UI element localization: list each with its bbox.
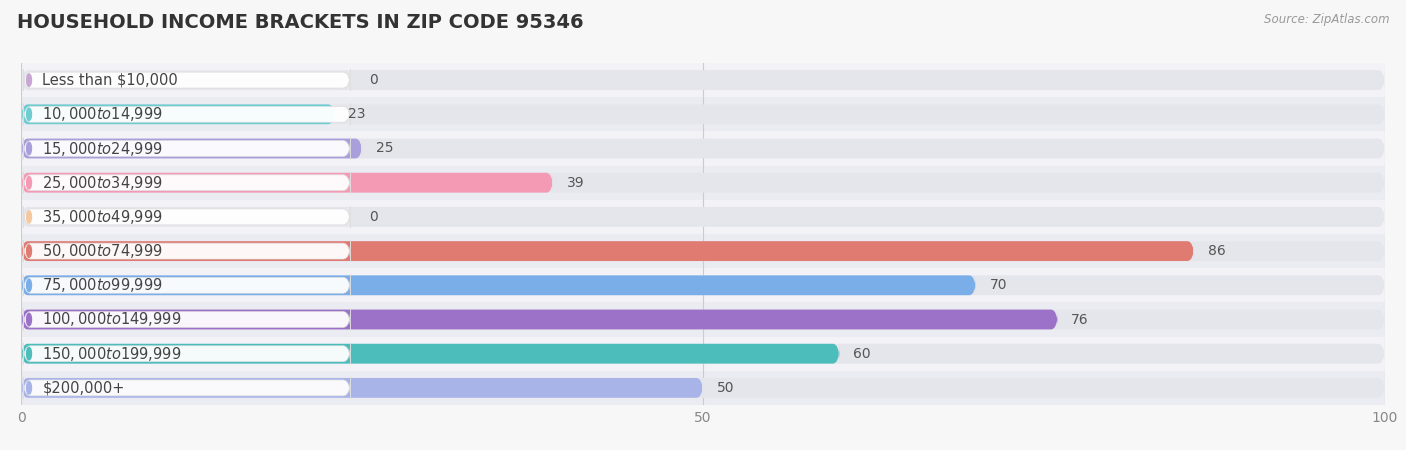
Text: 86: 86	[1208, 244, 1226, 258]
FancyBboxPatch shape	[22, 240, 350, 262]
FancyBboxPatch shape	[22, 69, 350, 91]
FancyBboxPatch shape	[22, 104, 350, 125]
Text: Source: ZipAtlas.com: Source: ZipAtlas.com	[1264, 14, 1389, 27]
FancyBboxPatch shape	[21, 70, 1385, 90]
Circle shape	[27, 74, 31, 86]
Text: Less than $10,000: Less than $10,000	[42, 72, 179, 88]
FancyBboxPatch shape	[21, 310, 1385, 329]
FancyBboxPatch shape	[21, 344, 1385, 364]
Text: 60: 60	[853, 346, 870, 361]
Text: $75,000 to $99,999: $75,000 to $99,999	[42, 276, 163, 294]
Text: 76: 76	[1071, 312, 1088, 327]
Text: $50,000 to $74,999: $50,000 to $74,999	[42, 242, 163, 260]
Bar	[21, 234, 1385, 268]
Bar	[21, 166, 1385, 200]
Text: 39: 39	[567, 176, 585, 190]
Text: $100,000 to $149,999: $100,000 to $149,999	[42, 310, 181, 328]
Text: 0: 0	[368, 210, 378, 224]
FancyBboxPatch shape	[21, 275, 976, 295]
Bar	[21, 337, 1385, 371]
Text: HOUSEHOLD INCOME BRACKETS IN ZIP CODE 95346: HOUSEHOLD INCOME BRACKETS IN ZIP CODE 95…	[17, 14, 583, 32]
Circle shape	[27, 142, 31, 155]
FancyBboxPatch shape	[21, 139, 363, 158]
Bar	[21, 63, 1385, 97]
Circle shape	[27, 279, 31, 292]
Text: $150,000 to $199,999: $150,000 to $199,999	[42, 345, 181, 363]
Text: 50: 50	[717, 381, 734, 395]
FancyBboxPatch shape	[21, 241, 1385, 261]
Bar	[21, 131, 1385, 166]
Text: $15,000 to $24,999: $15,000 to $24,999	[42, 140, 163, 158]
FancyBboxPatch shape	[21, 310, 1057, 329]
FancyBboxPatch shape	[22, 343, 350, 364]
FancyBboxPatch shape	[21, 241, 1194, 261]
FancyBboxPatch shape	[22, 172, 350, 194]
FancyBboxPatch shape	[21, 275, 1385, 295]
Text: $200,000+: $200,000+	[42, 380, 125, 396]
FancyBboxPatch shape	[22, 138, 350, 159]
Circle shape	[27, 176, 31, 189]
FancyBboxPatch shape	[21, 378, 703, 398]
FancyBboxPatch shape	[21, 378, 1385, 398]
Circle shape	[27, 382, 31, 394]
Circle shape	[27, 347, 31, 360]
Bar	[21, 200, 1385, 234]
FancyBboxPatch shape	[21, 173, 1385, 193]
FancyBboxPatch shape	[21, 173, 553, 193]
FancyBboxPatch shape	[22, 274, 350, 296]
Bar	[21, 371, 1385, 405]
FancyBboxPatch shape	[22, 206, 350, 228]
Text: 23: 23	[349, 107, 366, 122]
Circle shape	[27, 108, 31, 121]
Circle shape	[27, 211, 31, 223]
Text: 70: 70	[990, 278, 1007, 293]
FancyBboxPatch shape	[22, 309, 350, 330]
Circle shape	[27, 313, 31, 326]
Text: 25: 25	[375, 141, 394, 156]
Text: $35,000 to $49,999: $35,000 to $49,999	[42, 208, 163, 226]
Text: 0: 0	[368, 73, 378, 87]
FancyBboxPatch shape	[21, 104, 335, 124]
FancyBboxPatch shape	[21, 344, 839, 364]
FancyBboxPatch shape	[21, 104, 1385, 124]
Circle shape	[27, 245, 31, 257]
FancyBboxPatch shape	[22, 377, 350, 399]
Bar	[21, 268, 1385, 302]
Text: $25,000 to $34,999: $25,000 to $34,999	[42, 174, 163, 192]
FancyBboxPatch shape	[21, 207, 1385, 227]
FancyBboxPatch shape	[21, 139, 1385, 158]
Bar	[21, 302, 1385, 337]
Text: $10,000 to $14,999: $10,000 to $14,999	[42, 105, 163, 123]
Bar	[21, 97, 1385, 131]
